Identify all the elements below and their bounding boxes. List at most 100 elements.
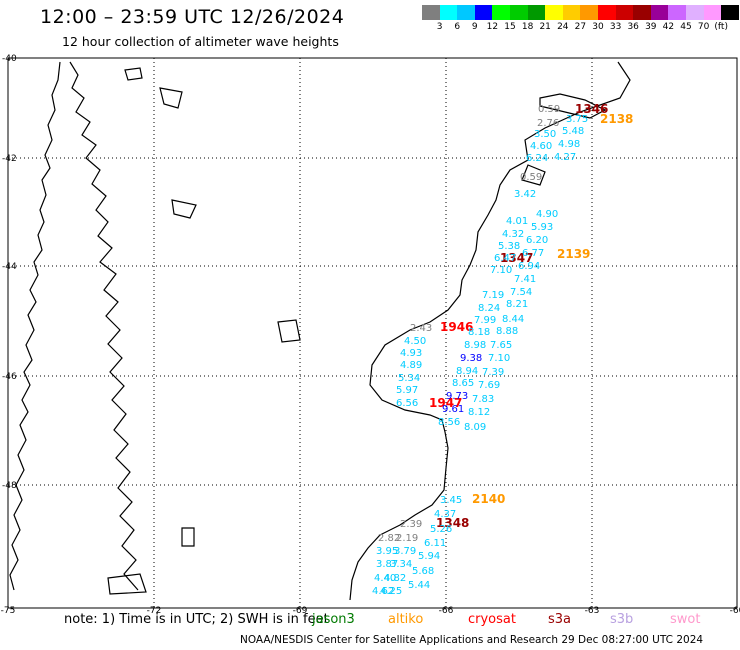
latitude-label: -42: [2, 154, 17, 164]
wave-height-label: 2.19: [396, 533, 418, 544]
legend-s3b: s3b: [610, 612, 634, 627]
island-1: [124, 67, 143, 81]
color-scale-label: 39: [645, 22, 657, 32]
wave-height-label: 4.82: [384, 573, 406, 584]
pass-time-label: 2140: [472, 492, 505, 506]
legend-jason3: jason3: [312, 612, 355, 627]
island-3: [171, 199, 197, 219]
wave-height-label: 7.19: [482, 290, 504, 301]
pass-time-label: 1348: [436, 516, 469, 530]
color-scale-label: 27: [574, 22, 587, 32]
peninsula-valdes: [539, 93, 607, 119]
wave-height-label: 2.39: [400, 519, 422, 530]
map-border: [7, 57, 738, 609]
wave-height-label: 3.75: [566, 114, 588, 125]
wave-height-label: 6.94: [518, 261, 540, 272]
island-5: [107, 573, 147, 595]
coastline-chile-inner: [69, 61, 139, 591]
color-swatch: [474, 5, 493, 20]
wave-height-label: 4.50: [404, 336, 426, 347]
wave-height-label: 8.09: [464, 422, 486, 433]
wave-height-label: 5.97: [396, 385, 418, 396]
legend-swot: swot: [670, 612, 701, 627]
wave-height-label: 4.90: [536, 209, 558, 220]
color-scale-label: 30: [592, 22, 604, 32]
wave-height-label: 8.88: [496, 326, 518, 337]
wave-height-label: 6.20: [526, 235, 548, 246]
wave-height-label: 6.56: [396, 398, 418, 409]
wave-height-label: 7.83: [472, 394, 494, 405]
color-scale-label: 21: [539, 22, 551, 32]
pass-time-label: 2138: [600, 112, 633, 126]
wave-height-label: 6.47: [494, 253, 516, 264]
wave-height-label: 7.41: [514, 274, 536, 285]
wave-height-label: 2.43: [410, 323, 432, 334]
wave-height-label: 0.59: [520, 172, 542, 183]
wave-height-label: 4.27: [554, 152, 576, 163]
longitude-label: -69: [293, 606, 308, 616]
color-scale-label: 36: [627, 22, 639, 32]
wave-height-label: 5.48: [562, 126, 584, 137]
wave-height-label: 4.25: [380, 586, 402, 597]
color-swatch: [685, 5, 704, 20]
wave-height-label: 6.77: [522, 248, 544, 259]
legend-altiko: altiko: [388, 612, 424, 627]
wave-height-label: 5.68: [412, 566, 434, 577]
color-scale-label: 42: [662, 22, 675, 32]
wave-height-label: 7.39: [482, 367, 504, 378]
wave-height-label: 7.65: [490, 340, 512, 351]
color-swatch: [509, 5, 528, 20]
wave-height-label: 3.50: [534, 129, 556, 140]
wave-height-label: 4.89: [400, 360, 422, 371]
wave-height-label: 2.82: [378, 533, 400, 544]
wave-height-label: 9.38: [460, 353, 482, 364]
longitude-label: -60: [730, 606, 740, 616]
color-scale-label: 6: [454, 22, 461, 32]
island-2: [159, 87, 183, 109]
wave-height-label: 3.95: [376, 546, 398, 557]
wave-height-label: 8.94: [456, 366, 478, 377]
wave-height-label: 7.54: [510, 287, 532, 298]
wave-height-label: 7.10: [490, 265, 512, 276]
color-swatch: [439, 5, 458, 20]
island-6: [181, 527, 195, 547]
color-scale-label: (ft): [714, 22, 728, 32]
color-swatch: [650, 5, 669, 20]
color-scale-label: 18: [521, 22, 534, 32]
pass-time-label: 2139: [557, 247, 590, 261]
color-swatch: [668, 5, 686, 20]
color-scale-label: 9: [471, 22, 478, 32]
color-swatch: [615, 5, 634, 20]
wave-height-label: 6.24: [526, 153, 548, 164]
wave-height-label: 8.12: [468, 407, 490, 418]
latitude-label: -48: [2, 481, 17, 491]
wave-height-label: 4.01: [506, 216, 528, 227]
wave-height-label: 4.32: [502, 229, 524, 240]
legend-s3a: s3a: [548, 612, 572, 627]
color-scale-label: 33: [609, 22, 622, 32]
wave-height-label: 4.98: [558, 139, 580, 150]
color-swatch: [721, 5, 739, 20]
color-swatch: [580, 5, 598, 20]
coastline: [9, 61, 631, 601]
coastline-argentina: [349, 61, 631, 601]
wave-height-label: 4.93: [400, 348, 422, 359]
wave-height-label: 6.11: [424, 538, 446, 549]
wave-height-label: 3.42: [514, 189, 536, 200]
wave-height-label: 8.65: [452, 378, 474, 389]
color-scale-bar: [422, 5, 739, 20]
wave-height-label: 5.26: [430, 524, 452, 535]
legend-cryosat: cryosat: [468, 612, 516, 627]
wave-height-label: 4.62: [372, 586, 394, 597]
color-scale-label: 24: [557, 22, 569, 32]
wave-height-label: 5.94: [418, 551, 440, 562]
color-swatch: [457, 5, 475, 20]
color-scale-labels: 3 6 9 12 15 18 21 24 27 30 33 36 39 42 45 70 (ft): [422, 22, 740, 34]
page-subtitle: 12 hour collection of altimeter wave hei…: [62, 34, 339, 49]
note-text: note: 1) Time is in UTC; 2) SWH is in fe…: [64, 612, 329, 627]
wave-height-label: 5.34: [398, 373, 420, 384]
color-swatch: [545, 5, 563, 20]
color-swatch: [422, 5, 440, 20]
wave-height-label: 5.44: [408, 580, 430, 591]
